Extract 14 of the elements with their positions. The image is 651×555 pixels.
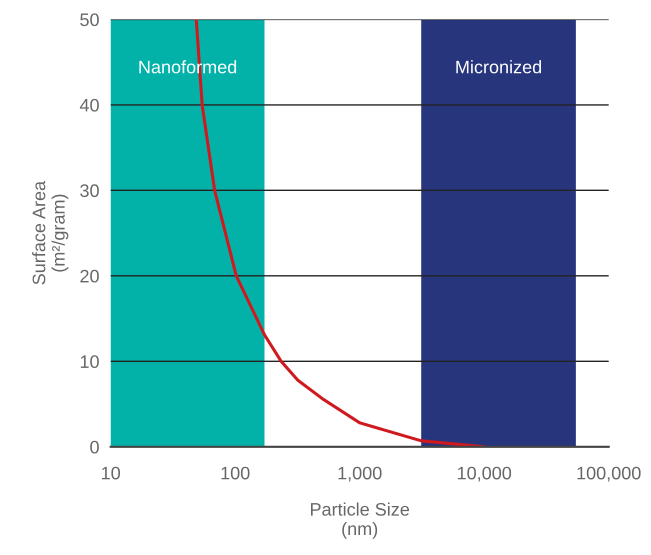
y-tick-label: 0 xyxy=(90,440,99,454)
x-tick-label: 1,000 xyxy=(338,466,382,482)
x-tick-label: 100,000 xyxy=(577,466,641,482)
y-axis-title: Surface Area (m²/gram) xyxy=(32,180,68,284)
y-tick-label: 50 xyxy=(80,13,99,26)
x-tick-label: 10,000 xyxy=(458,466,512,482)
y-tick-label: 20 xyxy=(80,270,99,283)
y-tick-label: 30 xyxy=(80,184,99,198)
y-tick-label: 10 xyxy=(80,355,99,368)
x-axis-title: Particle Size (nm) xyxy=(310,502,410,539)
x-tick-label: 100 xyxy=(221,466,250,480)
band-label: Micronized xyxy=(456,60,542,74)
y-tick-label: 40 xyxy=(80,98,99,112)
x-tick-label: 10 xyxy=(102,466,120,480)
